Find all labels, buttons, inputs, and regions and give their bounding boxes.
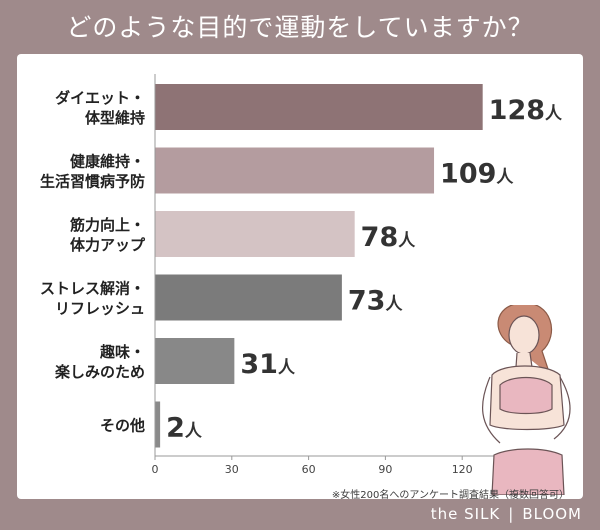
category-label: 生活習慣病予防 (40, 173, 145, 191)
survey-note: ※女性200名へのアンケート調査結果（複数回答可） (331, 490, 569, 501)
category-label: 筋力向上・ (69, 216, 145, 234)
x-tick-label: 0 (152, 463, 159, 476)
data-label: 109人 (440, 159, 514, 190)
x-tick-label: 30 (225, 463, 239, 476)
page-title: どのような目的で運動をしていますか？ (66, 13, 534, 42)
category-label: ストレス解消・ (40, 280, 145, 298)
brand-right: BLOOM (522, 505, 582, 523)
data-label: 128人 (489, 95, 563, 126)
x-tick-label: 60 (302, 463, 316, 476)
brand-logo: the SILK | BLOOM (431, 505, 582, 523)
category-label: リフレッシュ (55, 300, 145, 318)
data-label: 78人 (361, 222, 417, 253)
bar (155, 84, 483, 130)
category-label: ダイエット・ (55, 89, 145, 107)
brand-separator: | (508, 505, 515, 523)
category-label: 健康維持・ (70, 153, 145, 171)
category-label: 体力アップ (70, 236, 146, 254)
category-label: 趣味・ (99, 343, 145, 361)
data-label: 2人 (166, 413, 203, 444)
bar (155, 338, 235, 384)
chart-card: ダイエット・体型維持 128人健康維持・生活習慣病予防 109人筋力向上・体力アップ… (17, 54, 583, 501)
brand-left: the SILK (430, 505, 501, 523)
x-tick-label: 120 (452, 463, 473, 476)
bar (155, 274, 342, 321)
bar (155, 147, 435, 194)
category-label: その他 (100, 417, 145, 435)
category-label: 体型維持 (85, 109, 145, 127)
category-label: 楽しみのため (55, 363, 145, 381)
data-label: 73人 (348, 286, 404, 317)
x-tick-label: 90 (378, 463, 392, 476)
data-label: 31人 (240, 349, 296, 380)
woman-illustration (482, 305, 571, 495)
bar (155, 211, 355, 257)
bar (155, 401, 161, 448)
